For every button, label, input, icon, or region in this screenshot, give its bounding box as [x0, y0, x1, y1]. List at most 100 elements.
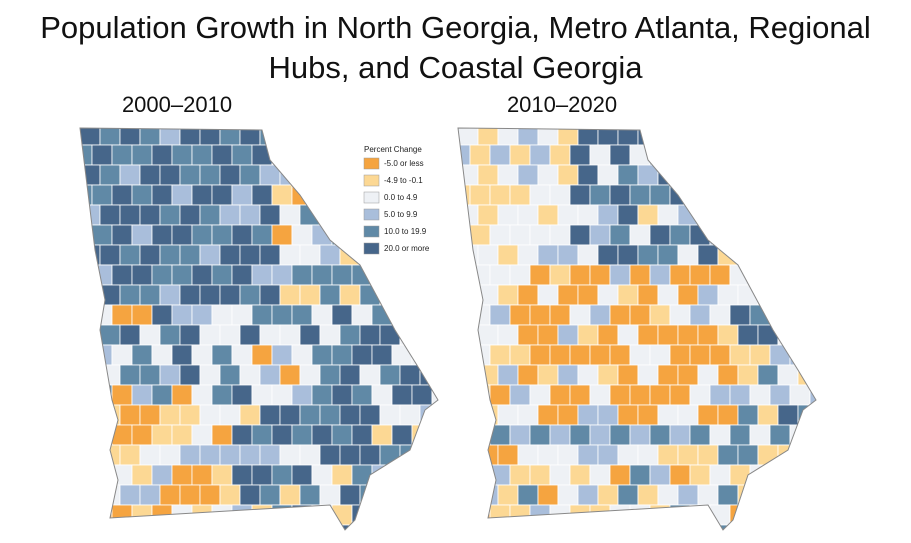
- county: [509, 304, 531, 326]
- county: [477, 164, 499, 186]
- county: [359, 128, 381, 146]
- county: [80, 404, 101, 426]
- county: [219, 484, 241, 506]
- county: [777, 204, 799, 226]
- county: [159, 324, 181, 346]
- county: [219, 244, 241, 266]
- county: [569, 264, 591, 286]
- county: [191, 424, 213, 446]
- county: [131, 304, 153, 326]
- county: [80, 324, 101, 346]
- panel-label: 2000–2010: [122, 92, 232, 117]
- county: [517, 128, 539, 146]
- county: [91, 504, 113, 526]
- county: [279, 484, 301, 506]
- county: [80, 444, 101, 466]
- county: [609, 384, 631, 406]
- county: [311, 304, 333, 326]
- county: [469, 264, 491, 286]
- county: [219, 404, 241, 426]
- county: [709, 384, 731, 406]
- county: [379, 404, 401, 426]
- county: [469, 144, 491, 166]
- county: [597, 164, 619, 186]
- county: [489, 344, 511, 366]
- county: [199, 324, 221, 346]
- county: [139, 404, 161, 426]
- county: [729, 184, 751, 206]
- county: [411, 304, 433, 326]
- county: [80, 524, 101, 530]
- county: [371, 264, 393, 286]
- county: [529, 464, 551, 486]
- county: [818, 485, 838, 505]
- county: [259, 364, 281, 386]
- county: [669, 344, 691, 366]
- county: [159, 128, 181, 146]
- county: [577, 484, 599, 506]
- county: [159, 524, 181, 530]
- county: [737, 324, 759, 346]
- county: [597, 324, 619, 346]
- county: [431, 304, 438, 326]
- county: [557, 204, 579, 226]
- county: [677, 324, 699, 346]
- county: [251, 344, 273, 366]
- county: [617, 324, 639, 346]
- county: [431, 504, 438, 526]
- county: [151, 424, 173, 446]
- county: [477, 524, 499, 530]
- county: [657, 324, 679, 346]
- county: [239, 404, 261, 426]
- county: [669, 264, 691, 286]
- county: [271, 384, 293, 406]
- county: [757, 244, 779, 266]
- county: [458, 524, 479, 530]
- county: [797, 164, 816, 186]
- county: [557, 284, 579, 306]
- county: [589, 184, 611, 206]
- county: [159, 484, 181, 506]
- county: [359, 324, 381, 346]
- county: [311, 464, 333, 486]
- county: [391, 464, 413, 486]
- county: [251, 504, 273, 526]
- county: [299, 128, 321, 146]
- county: [497, 204, 519, 226]
- county: [497, 244, 519, 266]
- county: [657, 404, 679, 426]
- county: [139, 524, 161, 530]
- county: [629, 464, 651, 486]
- county: [489, 224, 511, 246]
- county: [179, 164, 201, 186]
- county: [497, 284, 519, 306]
- county: [311, 344, 333, 366]
- county: [537, 244, 559, 266]
- county: [219, 128, 241, 146]
- county: [371, 504, 393, 526]
- county: [219, 204, 241, 226]
- county: [657, 364, 679, 386]
- county: [677, 204, 699, 226]
- county: [359, 404, 381, 426]
- county: [391, 424, 413, 446]
- county: [789, 184, 811, 206]
- county: [99, 244, 121, 266]
- county: [818, 525, 838, 543]
- legend-swatch: [363, 242, 380, 255]
- county: [351, 304, 373, 326]
- county: [757, 404, 779, 426]
- county: [809, 304, 816, 326]
- county: [617, 524, 639, 530]
- county: [769, 304, 791, 326]
- county: [777, 164, 799, 186]
- legend-swatch: [363, 208, 380, 221]
- county: [431, 464, 438, 486]
- county: [489, 424, 511, 446]
- county: [517, 404, 539, 426]
- legend-label: 0.0 to 4.9: [384, 193, 418, 202]
- county: [231, 344, 253, 366]
- county: [789, 224, 811, 246]
- county: [657, 484, 679, 506]
- county: [809, 424, 816, 446]
